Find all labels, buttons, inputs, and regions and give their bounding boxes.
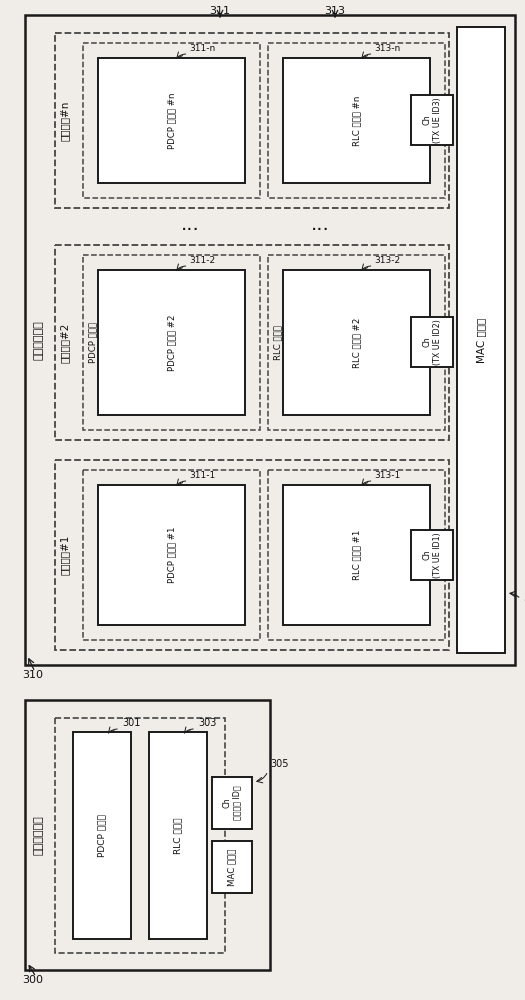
Text: 305: 305	[270, 759, 289, 769]
Text: 无线承载#2: 无线承载#2	[60, 322, 70, 363]
Bar	[268, 255, 445, 430]
Text: RLC 层实体 #1: RLC 层实体 #1	[352, 530, 361, 580]
Bar	[411, 317, 453, 367]
Text: Ch
(TX UE ID3): Ch (TX UE ID3)	[422, 97, 442, 143]
Bar	[55, 245, 449, 440]
Bar	[268, 470, 445, 640]
Text: RLC 层实体 #2: RLC 层实体 #2	[352, 317, 361, 368]
Bar	[83, 255, 260, 430]
Text: 无线承载#1: 无线承载#1	[60, 535, 70, 575]
Bar	[98, 58, 245, 183]
Bar	[83, 43, 260, 198]
Bar	[25, 700, 270, 970]
Text: 310: 310	[22, 670, 43, 680]
Bar	[83, 470, 260, 640]
Text: 313-2: 313-2	[374, 256, 401, 265]
Text: Ch
(TX UE ID1): Ch (TX UE ID1)	[422, 532, 442, 578]
Text: 300: 300	[22, 975, 43, 985]
Bar	[98, 270, 245, 415]
Text: 315: 315	[523, 593, 525, 603]
Text: Ch
(TX UE ID2): Ch (TX UE ID2)	[422, 319, 442, 365]
Text: 无线承载#n: 无线承载#n	[60, 100, 70, 141]
Text: 313-1: 313-1	[374, 471, 401, 480]
Bar	[55, 460, 449, 650]
Bar	[55, 33, 449, 208]
Text: MAC 层实体: MAC 层实体	[476, 317, 486, 363]
Bar	[283, 270, 430, 415]
Text: Ch
（目的地 ID）: Ch （目的地 ID）	[222, 786, 242, 820]
Text: PDCP 层实体 #1: PDCP 层实体 #1	[167, 527, 176, 583]
Text: 311-2: 311-2	[190, 256, 216, 265]
Text: ...: ...	[311, 216, 329, 234]
Bar	[283, 485, 430, 625]
Bar	[283, 58, 430, 183]
Text: 用户面协议栈: 用户面协议栈	[34, 815, 44, 855]
Bar	[149, 732, 207, 939]
Text: 311: 311	[209, 6, 230, 16]
Text: PDCP 层实体: PDCP 层实体	[98, 814, 107, 857]
Text: RLC 层实体: RLC 层实体	[173, 817, 183, 854]
Bar	[457, 27, 505, 653]
Text: 301: 301	[122, 718, 140, 728]
Bar	[212, 777, 252, 829]
Text: 313-n: 313-n	[374, 44, 401, 53]
Bar	[73, 732, 131, 939]
Text: RLC 层实体: RLC 层实体	[274, 325, 282, 360]
Text: 311-n: 311-n	[190, 44, 216, 53]
Bar	[411, 530, 453, 580]
Bar	[212, 841, 252, 893]
Bar	[25, 15, 515, 665]
Text: PDCP 层实体 #n: PDCP 层实体 #n	[167, 92, 176, 149]
Text: 用户面协议栈: 用户面协议栈	[34, 320, 44, 360]
Text: MAC 层实体: MAC 层实体	[227, 848, 236, 886]
Bar	[268, 43, 445, 198]
Bar	[411, 95, 453, 145]
Text: PDCP 层实体 #2: PDCP 层实体 #2	[167, 314, 176, 371]
Text: 311-1: 311-1	[190, 471, 216, 480]
Bar	[55, 718, 225, 953]
Text: 303: 303	[198, 718, 216, 728]
Text: PDCP 层实体: PDCP 层实体	[89, 322, 98, 363]
Text: ...: ...	[181, 216, 200, 234]
Bar	[98, 485, 245, 625]
Text: 313: 313	[324, 6, 345, 16]
Text: RLC 层实体 #n: RLC 层实体 #n	[352, 95, 361, 146]
